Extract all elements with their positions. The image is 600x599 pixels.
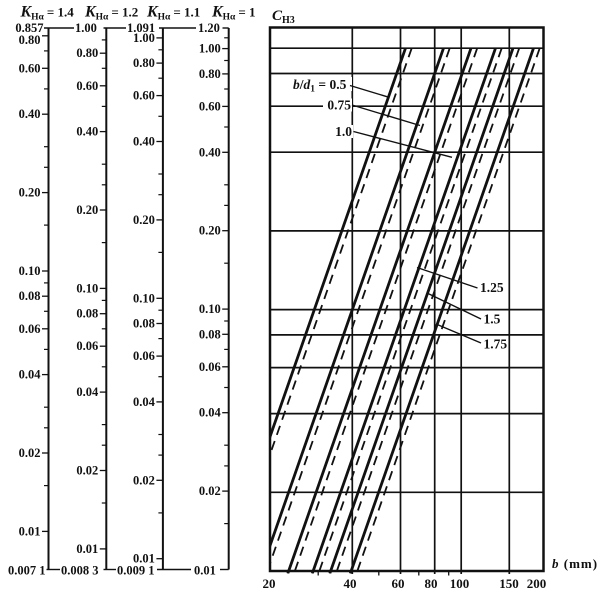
svg-text:0.06: 0.06 xyxy=(19,322,41,336)
svg-text:CH3: CH3 xyxy=(272,8,295,26)
svg-text:0.60: 0.60 xyxy=(76,79,98,93)
svg-text:0.02: 0.02 xyxy=(76,464,98,478)
svg-text:0.01: 0.01 xyxy=(76,542,98,556)
svg-text:0.01: 0.01 xyxy=(133,552,155,566)
svg-text:0.60: 0.60 xyxy=(133,89,155,103)
svg-text:KHα= 1.4: KHα = 1.4 xyxy=(20,4,75,23)
svg-text:100: 100 xyxy=(450,576,470,591)
svg-text:0.04: 0.04 xyxy=(76,385,99,399)
svg-text:0.008 3: 0.008 3 xyxy=(61,564,99,578)
svg-text:1.00: 1.00 xyxy=(75,21,97,35)
svg-text:0.10: 0.10 xyxy=(76,281,98,295)
svg-text:0.01: 0.01 xyxy=(19,524,41,538)
svg-text:1.00: 1.00 xyxy=(133,31,155,45)
svg-text:0.007 1: 0.007 1 xyxy=(8,564,46,578)
svg-text:0.01: 0.01 xyxy=(194,564,216,578)
svg-text:0.02: 0.02 xyxy=(133,473,155,487)
svg-text:0.20: 0.20 xyxy=(199,224,221,238)
svg-text:0.06: 0.06 xyxy=(199,360,221,374)
svg-text:KHα= 1.1: KHα = 1.1 xyxy=(146,4,200,23)
svg-text:0.80: 0.80 xyxy=(199,67,221,81)
svg-text:0.08: 0.08 xyxy=(19,289,41,303)
svg-text:1.25: 1.25 xyxy=(480,280,504,295)
svg-text:KHα= 1.2: KHα = 1.2 xyxy=(84,4,138,23)
svg-text:1.00: 1.00 xyxy=(199,42,221,56)
svg-text:0.06: 0.06 xyxy=(133,349,155,363)
svg-text:0.08: 0.08 xyxy=(199,327,221,341)
svg-text:0.80: 0.80 xyxy=(133,56,155,70)
svg-text:0.08: 0.08 xyxy=(76,307,98,321)
svg-text:1.75: 1.75 xyxy=(484,337,508,352)
svg-text:40: 40 xyxy=(344,576,357,591)
svg-text:150: 150 xyxy=(499,576,519,591)
svg-text:1.5: 1.5 xyxy=(484,312,501,327)
svg-text:0.10: 0.10 xyxy=(19,264,41,278)
svg-text:0.04: 0.04 xyxy=(133,395,156,409)
svg-text:0.10: 0.10 xyxy=(199,302,221,316)
svg-text:0.20: 0.20 xyxy=(133,213,155,227)
svg-text:0.08: 0.08 xyxy=(133,317,155,331)
svg-text:0.80: 0.80 xyxy=(76,46,98,60)
svg-text:0.75: 0.75 xyxy=(327,98,351,113)
svg-text:60: 60 xyxy=(392,576,405,591)
svg-text:0.02: 0.02 xyxy=(19,446,41,460)
svg-text:0.40: 0.40 xyxy=(133,135,155,149)
svg-text:0.10: 0.10 xyxy=(133,291,155,305)
svg-text:0.857: 0.857 xyxy=(15,21,43,35)
svg-text:1.091: 1.091 xyxy=(127,21,155,35)
svg-text:200: 200 xyxy=(527,576,547,591)
svg-text:0.04: 0.04 xyxy=(19,368,42,382)
svg-text:0.40: 0.40 xyxy=(76,125,98,139)
svg-text:b/d1 = 0.5: b/d1 = 0.5 xyxy=(293,77,347,95)
svg-text:0.60: 0.60 xyxy=(19,61,41,75)
svg-text:20: 20 xyxy=(263,576,276,591)
svg-text:80: 80 xyxy=(425,576,438,591)
svg-text:1.0: 1.0 xyxy=(335,124,352,139)
svg-text:0.40: 0.40 xyxy=(199,145,221,159)
svg-text:0.60: 0.60 xyxy=(199,99,221,113)
svg-text:0.02: 0.02 xyxy=(199,484,221,498)
svg-text:0.009 1: 0.009 1 xyxy=(117,564,155,578)
svg-text:0.06: 0.06 xyxy=(76,339,98,353)
svg-text:1.20: 1.20 xyxy=(198,21,220,35)
svg-text:0.20: 0.20 xyxy=(19,186,41,200)
svg-text:0.04: 0.04 xyxy=(199,406,222,420)
svg-text:0.20: 0.20 xyxy=(76,203,98,217)
svg-text:KHα= 1: KHα = 1 xyxy=(211,4,256,23)
svg-text:0.80: 0.80 xyxy=(19,33,41,47)
svg-text:b (mm): b (mm) xyxy=(552,556,598,571)
svg-text:0.40: 0.40 xyxy=(19,107,41,121)
